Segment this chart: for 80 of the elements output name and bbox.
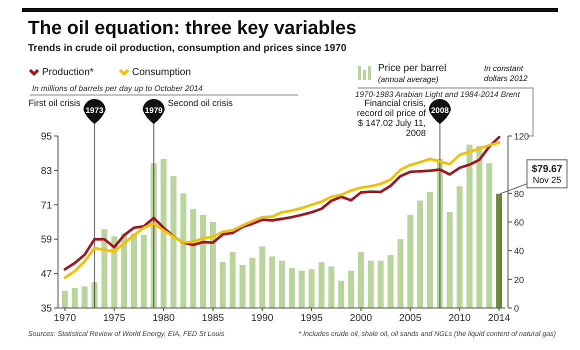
y-tick-label: 83 <box>40 166 52 177</box>
bar <box>240 265 246 308</box>
bar <box>279 260 285 308</box>
bar <box>338 280 344 308</box>
bar <box>368 260 374 308</box>
bar <box>388 254 394 308</box>
chart-subtitle: Trends in crude oil production, consumption and prices since 1970 <box>28 43 347 54</box>
x-tick-label: 2014 <box>488 313 511 324</box>
x-tick-label: 1970 <box>54 313 76 324</box>
bar <box>407 214 414 308</box>
chart-title: The oil equation: three key variables <box>28 18 356 39</box>
bar <box>249 258 256 308</box>
bar <box>200 214 206 308</box>
bar <box>427 192 433 308</box>
x-tick-label: 1985 <box>202 313 224 324</box>
legend-label: Price per barrel (annual average) <box>378 63 446 84</box>
bar <box>62 290 68 308</box>
y-tick-label: 95 <box>40 132 52 142</box>
bar <box>446 212 453 308</box>
y2-tick-label: 40 <box>514 246 524 256</box>
bar <box>318 262 324 308</box>
bar <box>328 266 334 308</box>
x-tick-label: 1975 <box>103 313 126 324</box>
bar <box>82 286 88 308</box>
bar <box>288 268 295 308</box>
bar <box>72 288 78 308</box>
bar <box>269 256 276 308</box>
bar <box>140 234 147 308</box>
bar <box>358 252 364 308</box>
y-tick-label: 71 <box>40 200 52 212</box>
bar <box>348 270 354 308</box>
ref-line-label: 1973 <box>86 106 104 115</box>
data-label: $79.67 Nov 25 <box>532 164 563 185</box>
bar <box>436 158 443 308</box>
bar <box>210 222 216 308</box>
bar <box>298 270 305 308</box>
ref-line-label: 1979 <box>144 106 164 115</box>
x-tick-label: 2010 <box>448 313 472 324</box>
y2-tick-label: 120 <box>514 132 530 142</box>
y-axis-title: In millions of barrels per day up to October 2014 <box>32 84 204 93</box>
text: Second oil crisis <box>168 98 234 108</box>
bar <box>476 146 482 308</box>
y-tick-label: 35 <box>40 304 52 314</box>
x-tick-label: 1980 <box>152 313 176 324</box>
legend-label: Consumption <box>132 67 191 78</box>
bar <box>101 229 108 308</box>
y-tick-label: 59 <box>40 234 52 246</box>
bar <box>180 193 186 308</box>
x-tick-label: 1995 <box>300 313 324 324</box>
bar <box>397 239 404 308</box>
x-tick-label: 1990 <box>251 313 274 324</box>
y2-axis-title: 1970-1983 Arabian Light and 1984-2014 Brent <box>355 90 521 99</box>
bar <box>417 200 424 308</box>
bar <box>308 269 315 308</box>
bar <box>486 163 492 308</box>
bar <box>230 252 236 308</box>
bar <box>456 186 463 308</box>
bar <box>170 176 176 308</box>
x-tick-label: 2005 <box>399 313 422 324</box>
y2-tick-label: 20 <box>514 274 524 285</box>
legend-label: Production* <box>42 67 94 78</box>
bar <box>466 144 472 308</box>
annotation: Financial crisis, record oil price of $ 147.02 July 11, 2008 <box>356 98 426 138</box>
bar <box>160 158 167 308</box>
x-tick-label: 2000 <box>350 313 372 324</box>
y2-tick-label: 80 <box>514 188 524 199</box>
bar <box>378 260 384 308</box>
ref-line-label: 2008 <box>430 106 450 115</box>
bar <box>190 209 196 308</box>
bar <box>259 246 266 308</box>
y-tick-label: 47 <box>40 269 52 280</box>
text: In constant dollars 2012 <box>484 64 528 83</box>
y2-tick-label: 60 <box>514 218 524 228</box>
bar <box>496 194 502 308</box>
bar <box>220 262 226 308</box>
text: First oil crisis <box>28 98 82 108</box>
bar <box>121 233 128 308</box>
bar <box>131 233 137 308</box>
bar <box>92 282 98 308</box>
y2-tick-label: 0 <box>514 304 520 314</box>
